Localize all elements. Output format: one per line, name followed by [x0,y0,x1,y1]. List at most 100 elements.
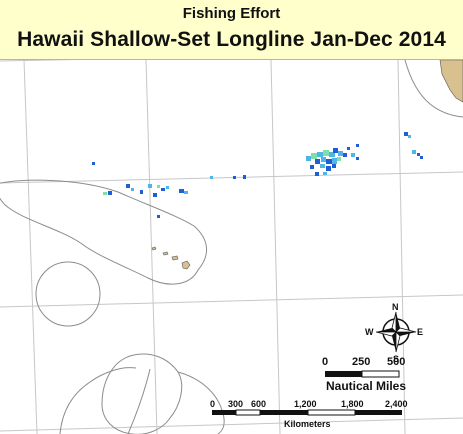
effort-cell [179,189,184,193]
hawaii-maui [171,255,179,261]
graticule-longitude-line [23,60,38,434]
effort-cell [351,153,355,157]
effort-cell [356,157,359,160]
compass-needle [396,332,416,336]
eez-boundary-mainland [404,60,463,118]
effort-cell [140,190,143,194]
graticule-longitude-line [397,60,406,434]
effort-cell [338,151,343,156]
effort-cell [311,153,317,159]
graticule-latitude-line [0,171,463,184]
compass-needle [395,327,417,333]
compass-needle [392,332,396,352]
map-title: Hawaii Shallow-Set Longline Jan-Dec 2014 [17,28,446,51]
graticule [0,60,463,434]
graticule-longitude-line [145,60,158,434]
effort-cell [153,193,157,197]
compass-east-label: E [417,327,424,337]
km-tick-label: 300 [228,399,244,409]
effort-cell [157,215,160,218]
land [151,60,463,270]
effort-cell [404,132,408,136]
nautical-scale-title: Nautical Miles [326,379,407,393]
km-scale-title: Kilometers [284,419,331,429]
effort-cell [103,192,107,195]
north-america-coast [439,60,463,103]
effort-cell [131,188,134,191]
effort-cell [420,156,423,159]
effort-cell [108,191,112,195]
effort-cell [210,176,213,179]
effort-cell [343,153,347,157]
title-banner: Fishing Effort Hawaii Shallow-Set Longli… [0,0,463,60]
km-tick-label: 0 [210,399,216,409]
effort-cell [315,159,320,164]
scale-segment [361,370,400,378]
scale-segment [325,371,362,377]
effort-cell [243,175,246,179]
graticule-latitude-line [0,417,463,432]
compass-needle [396,312,400,332]
eez-boundary-segment [127,368,151,434]
scale-bar-kilometers [212,409,402,416]
effort-cell [356,144,359,147]
effort-cell [329,152,335,157]
scale-segment [260,410,308,415]
effort-cell [332,158,337,164]
effort-cell [326,166,331,171]
compass-needle [376,328,396,332]
hawaii-kauai [151,246,157,251]
eez-boundary-segment [59,367,137,434]
graticule-latitude-line [0,294,463,308]
map-canvas [0,60,463,434]
scale-segment [355,410,402,415]
effort-cell [412,150,416,154]
scale-segment [235,409,261,416]
effort-cell [333,148,338,153]
effort-cell [166,186,169,189]
scale-segment [307,409,356,416]
nautical-tick-label: 250 [352,356,371,368]
effort-cell [92,162,95,165]
effort-cell [157,185,160,188]
eez-boundary-kingman [101,353,183,434]
map-subtitle: Fishing Effort [182,5,281,22]
effort-cell [337,157,341,161]
eez-boundary-hawaii [0,179,207,285]
hawaii-oahu [162,251,169,256]
effort-cell [326,159,332,164]
effort-cell [161,188,165,191]
effort-cell [148,184,152,188]
effort-cell [126,184,130,188]
effort-cell [332,164,336,168]
km-tick-label: 1,200 [294,399,317,409]
graticule-latitude-line [0,60,78,62]
km-tick-label: 600 [251,399,267,409]
compass-needle [375,331,397,337]
effort-cell [310,165,314,169]
effort-cell [306,156,311,161]
effort-cell [408,135,411,138]
north-arrow-compass [375,311,417,353]
graticule-longitude-line [270,60,281,434]
eez-boundary-johnston [35,261,101,327]
effort-cell [233,176,236,179]
km-tick-label: 2,400 [385,399,408,409]
eez-boundaries [0,60,463,434]
nautical-tick-label: 0 [322,356,329,368]
compass-west-label: W [365,327,374,337]
effort-cell [315,172,319,176]
compass-south-label: S [393,354,400,364]
effort-cell [417,153,420,156]
effort-cell [317,152,323,157]
scale-bar-nautical-miles [325,370,400,378]
effort-cell [321,157,326,162]
effort-cell [347,147,350,150]
compass-north-label: N [392,302,399,312]
effort-cell [323,150,329,156]
fishing-effort-cells [92,132,423,218]
effort-cell [184,191,188,194]
nautical-tick-label: 500 [387,356,406,368]
effort-cell [320,164,325,168]
